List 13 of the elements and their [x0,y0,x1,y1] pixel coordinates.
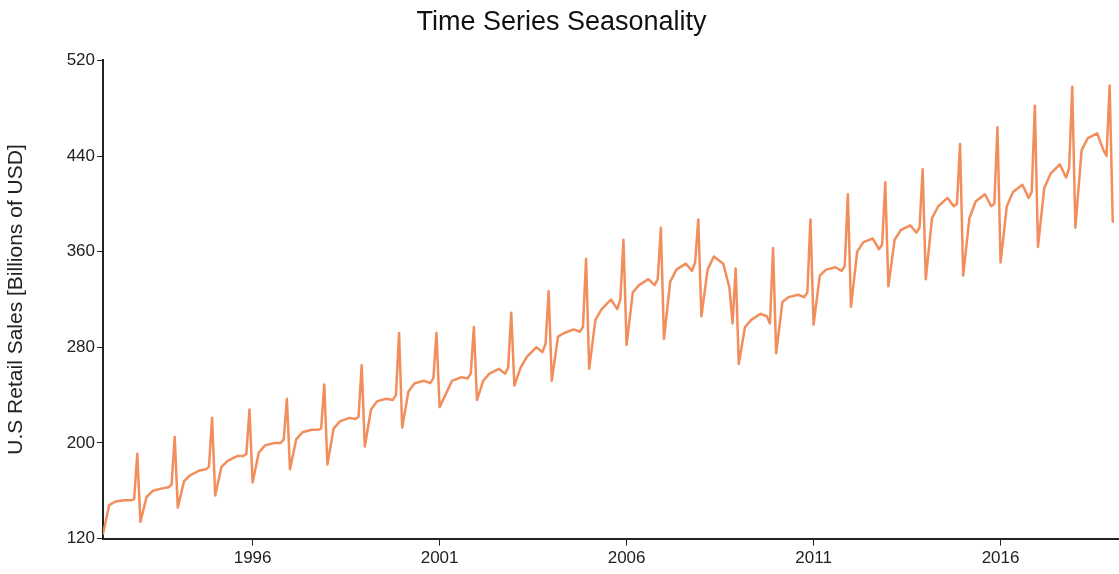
x-tick-label: 2006 [607,548,646,568]
y-axis-title: U.S Retail Sales [Billions of USD] [3,144,27,455]
x-tick-label: 2001 [420,548,459,568]
y-tick-label: 280 [66,337,95,357]
chart-title: Time Series Seasonality [416,5,708,36]
y-tick-label: 360 [66,241,95,261]
y-tick-label: 520 [66,50,95,70]
y-tick-label: 200 [66,432,95,452]
x-tick-label: 2016 [981,548,1020,568]
y-tick-label: 440 [66,145,95,165]
y-tick-label: 120 [66,528,95,548]
x-tick-label: 1996 [233,548,272,568]
x-tick-label: 2011 [795,548,832,568]
